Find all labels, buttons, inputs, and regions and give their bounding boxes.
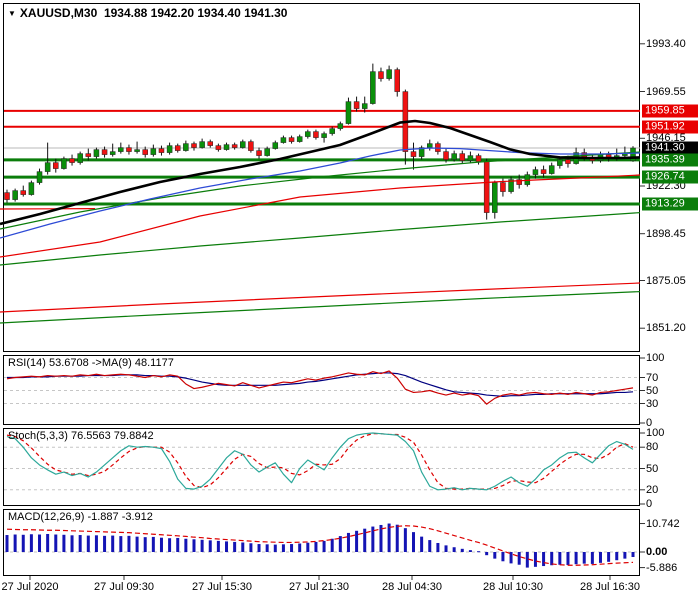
price-badge: 1926.74 bbox=[642, 170, 698, 184]
macd-indicator-label: MACD(12,26,9) -1.887 -3.912 bbox=[8, 511, 153, 523]
price-badge: 1959.85 bbox=[642, 104, 698, 118]
symbol-period-label: XAUUSD,M30 bbox=[19, 6, 98, 20]
main-price-chart-panel[interactable] bbox=[3, 3, 640, 352]
time-tick-label: 27 Jul 2020 bbox=[1, 581, 59, 593]
price-tick-label: 1851.20 bbox=[646, 322, 686, 335]
ohlc-values-label: 1934.88 1942.20 1934.40 1941.30 bbox=[103, 6, 288, 20]
indicator-tick-label: 30 bbox=[646, 397, 659, 410]
dropdown-triangle-icon: ▼ bbox=[8, 9, 16, 18]
indicator-tick-label: 100 bbox=[646, 352, 665, 364]
time-tick-label: 27 Jul 09:30 bbox=[94, 581, 154, 593]
price-badge: 1913.29 bbox=[642, 197, 698, 211]
indicator-tick-label: 70 bbox=[646, 371, 659, 384]
price-badge: 1951.92 bbox=[642, 120, 698, 134]
macd-tick-label: -5.886 bbox=[646, 561, 678, 574]
indicator-tick-label: 50 bbox=[646, 462, 659, 475]
macd-tick-label: 10.742 bbox=[646, 517, 680, 530]
indicator-tick-label: 80 bbox=[646, 441, 659, 454]
time-tick-label: 28 Jul 16:30 bbox=[580, 581, 640, 593]
time-tick-label: 27 Jul 15:30 bbox=[192, 581, 252, 593]
indicator-tick-label: 20 bbox=[646, 483, 659, 496]
time-tick-label: 28 Jul 04:30 bbox=[382, 581, 442, 593]
price-tick-label: 1993.40 bbox=[646, 37, 686, 50]
time-tick-label: 27 Jul 21:30 bbox=[289, 581, 349, 593]
price-tick-label: 1946.15 bbox=[646, 132, 686, 145]
indicator-tick-label: 0 bbox=[646, 498, 653, 510]
price-badge: 1941.30 bbox=[642, 141, 698, 155]
time-tick-label: 28 Jul 10:30 bbox=[483, 581, 543, 593]
price-tick-label: 1969.55 bbox=[646, 85, 686, 98]
price-tick-label: 1875.05 bbox=[646, 274, 686, 287]
indicator-tick-label: 100 bbox=[646, 427, 665, 439]
rsi-indicator-label: RSI(14) 53.6708 ->MA(9) 48.1177 bbox=[8, 357, 174, 369]
chart-title: ▼ XAUUSD,M30 1934.88 1942.20 1934.40 1941… bbox=[8, 6, 287, 20]
stoch-indicator-label: Stoch(5,3,3) 76.5563 79.8842 bbox=[8, 430, 154, 442]
indicator-tick-label: 0 bbox=[646, 417, 653, 429]
indicator-tick-label: 50 bbox=[646, 384, 659, 397]
price-badge: 1935.39 bbox=[642, 153, 698, 167]
macd-tick-label: 0.00 bbox=[646, 546, 668, 558]
price-tick-label: 1898.45 bbox=[646, 227, 686, 240]
